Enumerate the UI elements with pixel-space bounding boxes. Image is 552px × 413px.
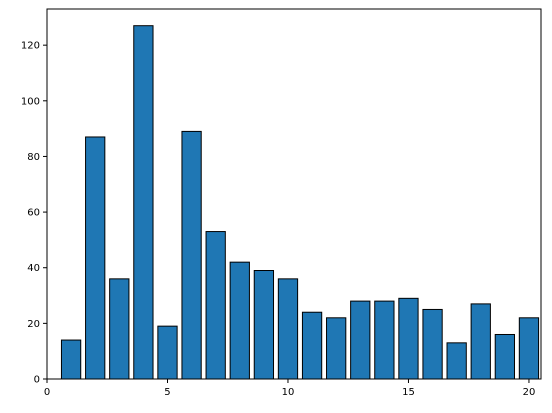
bar-16 xyxy=(422,308,443,380)
bar-12 xyxy=(326,317,347,380)
bar-15 xyxy=(398,297,419,380)
bar-1 xyxy=(60,339,82,380)
bar-5 xyxy=(157,325,178,380)
bar-10 xyxy=(277,278,299,380)
y-tick-label: 20 xyxy=(27,319,40,330)
x-tick-label: 5 xyxy=(164,387,170,398)
bars-group xyxy=(60,25,540,380)
bar-6 xyxy=(181,130,202,380)
bar-3 xyxy=(109,278,130,380)
y-tick-label: 120 xyxy=(21,41,40,52)
y-tick-label: 80 xyxy=(27,152,40,163)
bar-13 xyxy=(350,300,371,380)
bar-9 xyxy=(253,270,275,380)
bar-19 xyxy=(494,333,515,380)
y-axis: 0 20 40 60 80 100 120 xyxy=(21,41,47,386)
bar-7 xyxy=(205,231,226,380)
bar-18 xyxy=(470,303,491,380)
y-tick-label: 60 xyxy=(27,208,40,219)
y-tick-label: 40 xyxy=(27,263,40,274)
x-tick-label: 20 xyxy=(523,387,536,398)
bar-4 xyxy=(133,25,154,380)
plot-frame xyxy=(46,8,542,380)
bar-2 xyxy=(85,136,106,380)
y-tick-label: 100 xyxy=(21,96,40,107)
y-tick-label: 0 xyxy=(34,375,40,386)
x-tick-label: 15 xyxy=(402,387,415,398)
bar-17 xyxy=(446,342,467,380)
bar-14 xyxy=(374,300,395,380)
bar-11 xyxy=(301,311,323,380)
x-tick-label: 10 xyxy=(282,387,295,398)
bar-20 xyxy=(518,317,540,380)
bar-8 xyxy=(229,261,250,380)
x-tick-label: 0 xyxy=(44,387,50,398)
x-axis: 0 5 10 15 20 xyxy=(44,379,536,398)
